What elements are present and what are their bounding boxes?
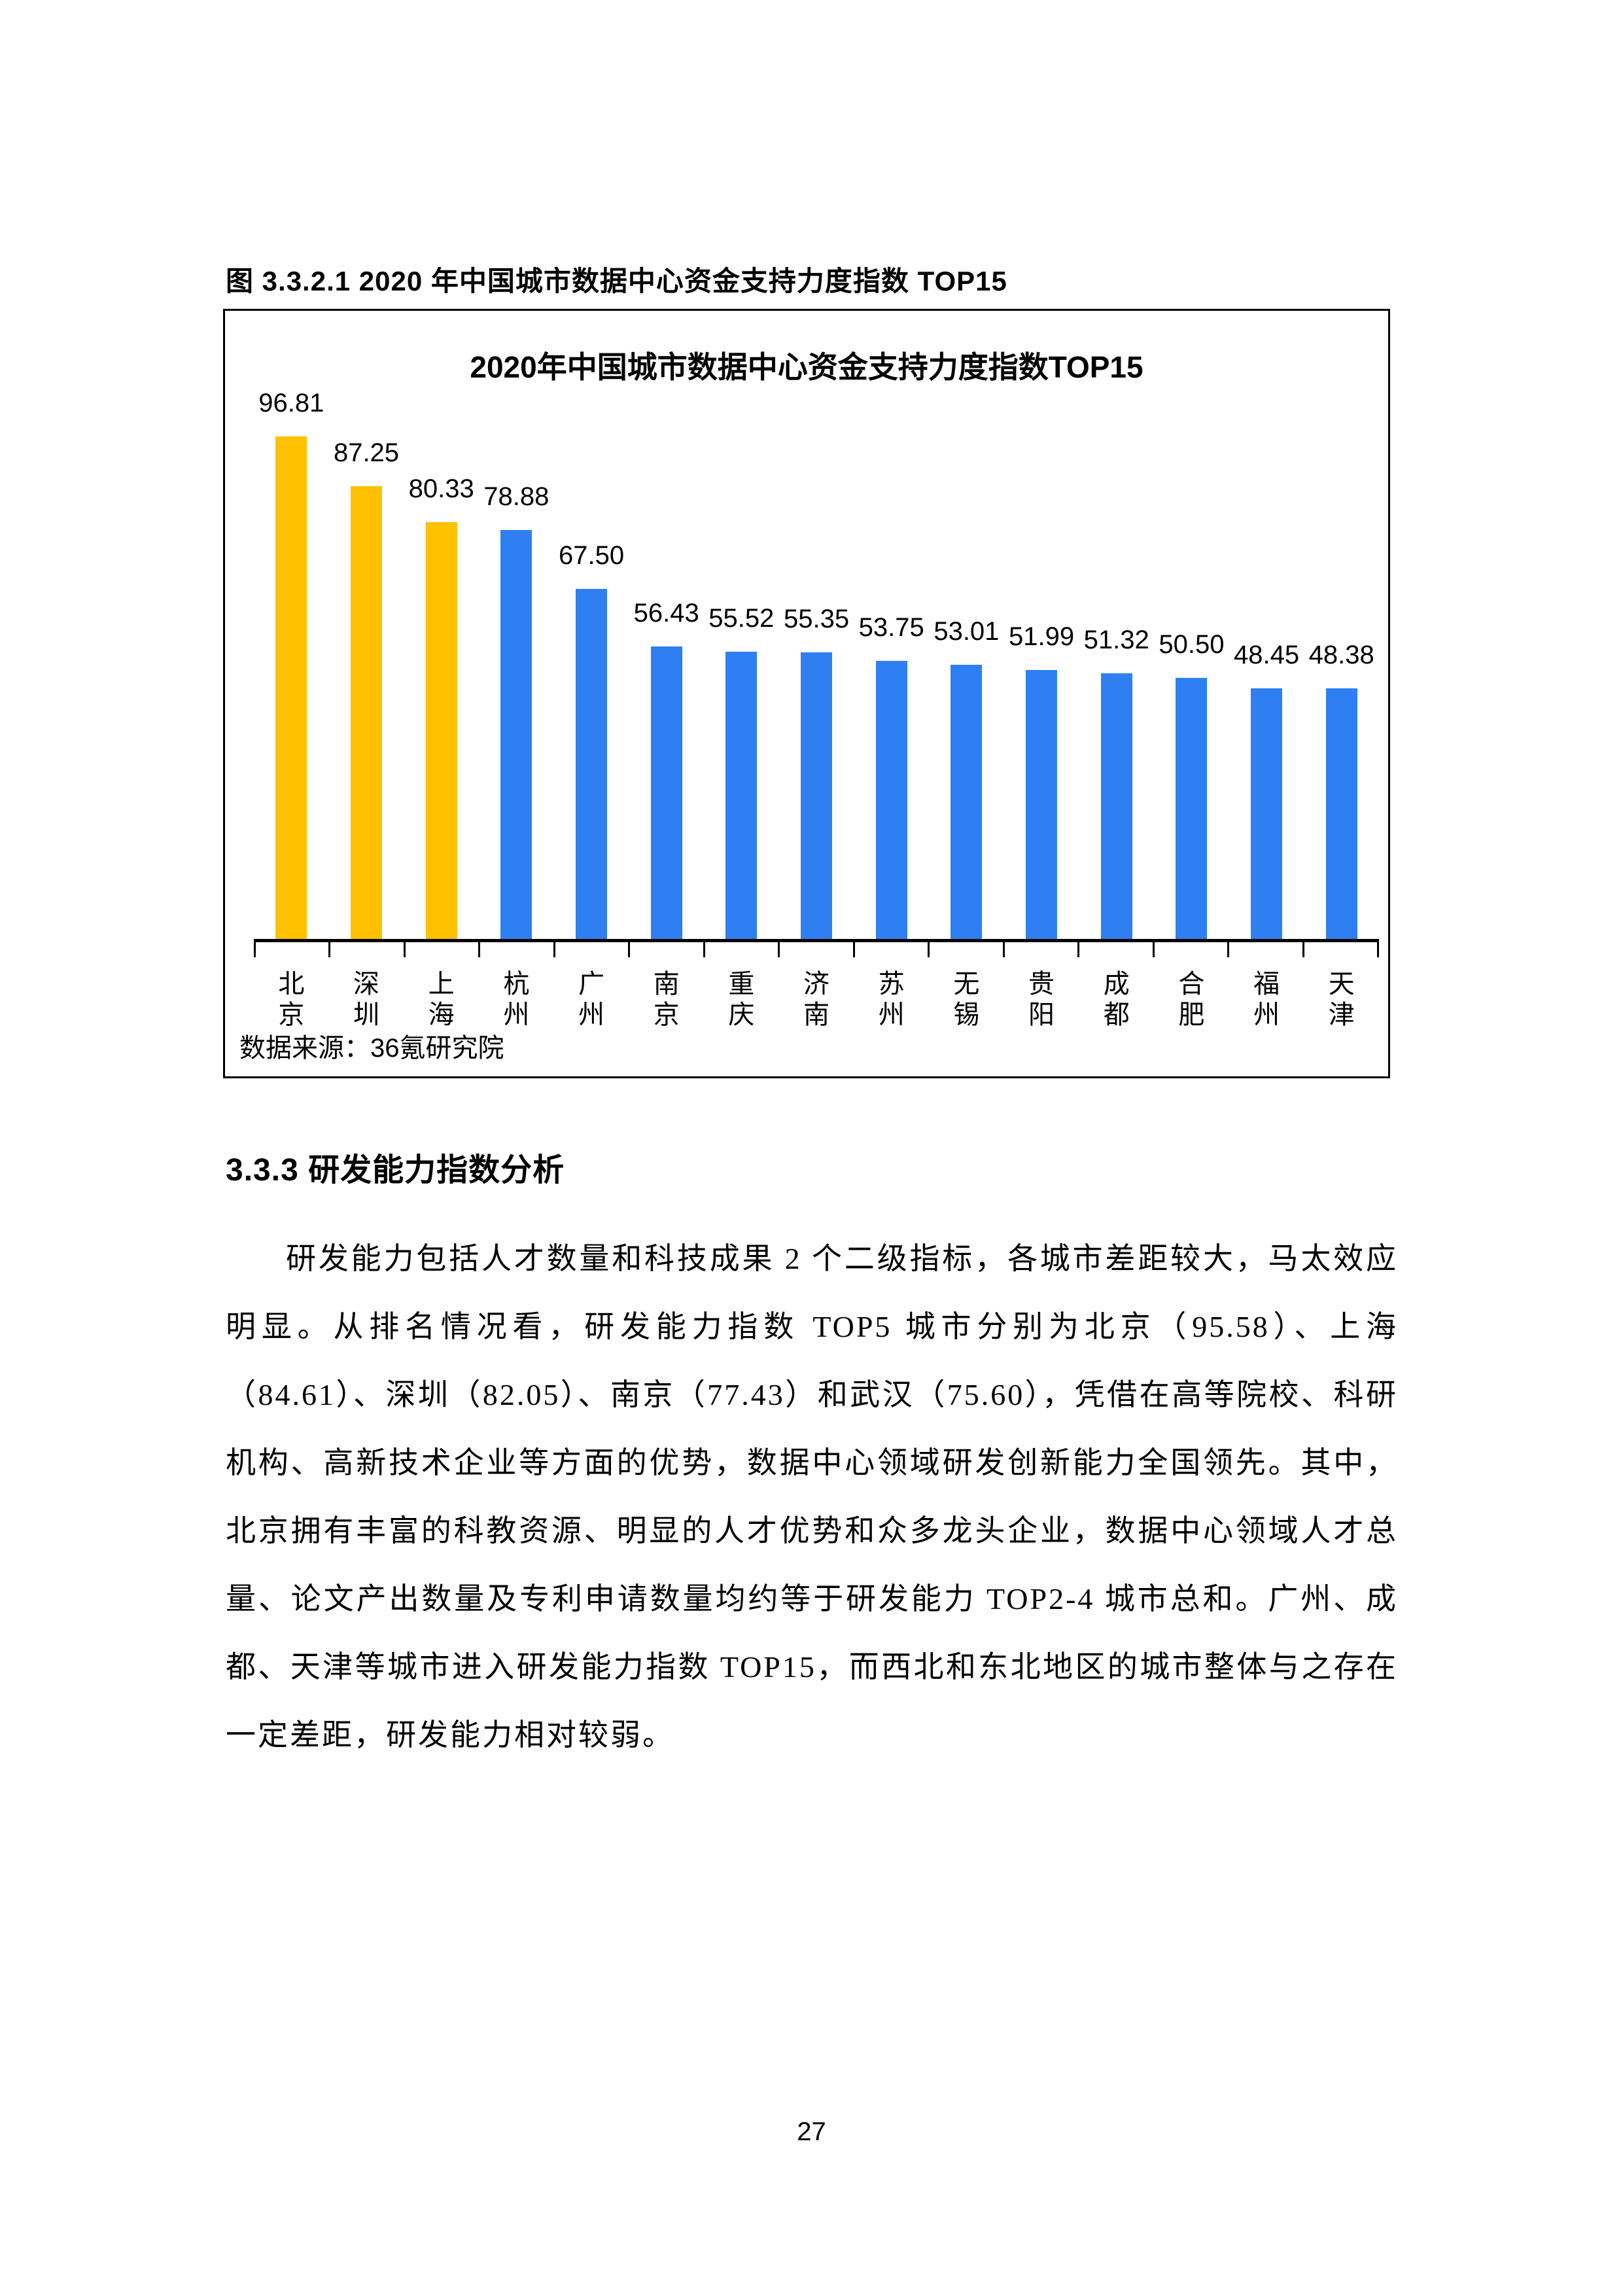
bar-value-label: 56.43 (633, 599, 699, 627)
bar-value-label: 51.32 (1083, 626, 1149, 654)
axis-tick (928, 942, 1002, 957)
bar-13 (1176, 678, 1208, 940)
bar-slot: 67.50 (554, 311, 629, 940)
bar-14 (1251, 688, 1283, 940)
bar-slot: 56.43 (629, 311, 704, 940)
axis-tick (628, 942, 703, 957)
axis-tick (254, 942, 328, 957)
bar-value-label: 53.75 (858, 613, 924, 642)
category-label: 杭州 (503, 970, 530, 1030)
axis-tick (553, 942, 628, 957)
bar-slot: 50.50 (1154, 311, 1229, 940)
page-number: 27 (797, 2117, 826, 2146)
bar-value-label: 55.52 (708, 604, 775, 633)
category-label: 无锡 (953, 970, 980, 1030)
bar-slot: 78.88 (479, 311, 554, 940)
bar-9 (875, 661, 907, 940)
bar-1 (275, 436, 307, 940)
bar-value-label: 51.99 (1008, 622, 1075, 651)
axis-tick (1002, 942, 1077, 957)
source-note: 数据来源：36氪研究院 (239, 1034, 504, 1063)
bar-8 (801, 652, 833, 940)
category-labels: 北京深圳上海杭州广州南京重庆济南苏州无锡贵阳成都合肥福州天津 (254, 969, 1379, 1031)
category-label: 贵阳 (1028, 970, 1055, 1030)
bar-slot: 48.45 (1229, 311, 1304, 940)
x-axis-line (254, 939, 1379, 942)
axis-tick (1302, 942, 1377, 957)
bar-slot: 55.35 (779, 311, 854, 940)
bar-value-label: 48.38 (1308, 641, 1374, 669)
section-heading: 3.3.3 研发能力指数分析 (226, 1153, 565, 1188)
bar-slot: 53.75 (854, 311, 929, 940)
bar-value-label: 80.33 (408, 474, 474, 503)
bar-slot: 96.81 (254, 311, 329, 940)
bar-value-label: 78.88 (483, 482, 550, 511)
category-label: 苏州 (878, 970, 905, 1030)
bar-10 (951, 665, 983, 940)
bar-value-label: 55.35 (783, 605, 850, 633)
category-label: 广州 (578, 970, 605, 1030)
bar-value-label: 96.81 (258, 389, 324, 417)
bar-slot: 80.33 (404, 311, 479, 940)
axis-tick (1077, 942, 1152, 957)
bar-slot: 87.25 (329, 311, 404, 940)
bar-5 (576, 589, 608, 940)
bar-15 (1325, 688, 1357, 940)
axis-tick (1227, 942, 1302, 957)
bar-value-label: 67.50 (558, 541, 625, 570)
bar-slot: 51.99 (1004, 311, 1079, 940)
category-label: 合肥 (1178, 970, 1205, 1030)
bar-value-label: 87.25 (333, 438, 400, 467)
bar-4 (500, 530, 532, 940)
bar-3 (425, 522, 457, 940)
bar-6 (650, 646, 682, 940)
bar-7 (725, 652, 758, 940)
category-label: 天津 (1328, 970, 1355, 1030)
chart-title: 2020年中国城市数据中心资金支持力度指数TOP15 (470, 350, 1143, 384)
body-paragraph: 研发能力包括人才数量和科技成果 2 个二级指标，各城市差距较大，马太效应明显。从… (226, 1242, 1399, 1752)
category-label: 重庆 (728, 970, 755, 1030)
bar-chart: 2020年中国城市数据中心资金支持力度指数TOP15 96.81 87.25 80.… (223, 309, 1390, 1078)
category-label: 深圳 (353, 970, 379, 1030)
axis-tick (328, 942, 403, 957)
axis-tick (852, 942, 928, 957)
axis-tick (403, 942, 478, 957)
bar-value-label: 50.50 (1159, 630, 1225, 659)
category-label: 福州 (1253, 970, 1280, 1030)
axis-tick (778, 942, 852, 957)
category-label: 济南 (803, 970, 830, 1030)
category-label: 上海 (428, 970, 455, 1030)
plot-area: 96.81 87.25 80.33 78.88 67.50 56.43 55.52 55.35… (254, 311, 1379, 940)
bar-slot: 53.01 (929, 311, 1004, 940)
bar-slot: 51.32 (1079, 311, 1154, 940)
axis-tick (1152, 942, 1227, 957)
axis-tick (478, 942, 553, 957)
bar-slot: 48.38 (1304, 311, 1379, 940)
bar-slot: 55.52 (704, 311, 779, 940)
figure-caption: 图 3.3.2.1 2020 年中国城市数据中心资金支持力度指数 TOP15 (226, 266, 1007, 296)
category-label: 北京 (278, 970, 305, 1030)
axis-ticks (254, 942, 1379, 957)
bar-11 (1026, 670, 1058, 940)
category-label: 南京 (653, 970, 680, 1030)
axis-tick (703, 942, 778, 957)
bar-12 (1100, 673, 1132, 940)
bar-2 (351, 486, 382, 940)
bar-value-label: 53.01 (934, 617, 1000, 646)
bar-value-label: 48.45 (1234, 641, 1300, 669)
category-label: 成都 (1103, 970, 1130, 1030)
